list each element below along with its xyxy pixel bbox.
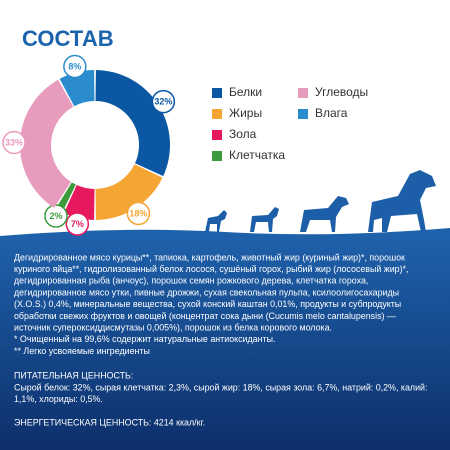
- ingredients-line: ** Легко усвояемые ингредиенты: [14, 346, 150, 356]
- legend-swatch: [212, 151, 222, 161]
- value-label: 33%: [5, 137, 23, 147]
- nutrition-title: ПИТАТЕЛЬНАЯ ЦЕННОСТЬ:: [14, 370, 133, 380]
- legend-label: Углеводы: [315, 85, 368, 99]
- ingredients-line: * Очищенный на 99,6% содержит натуральны…: [14, 334, 275, 344]
- value-label: 32%: [154, 96, 172, 106]
- ingredients-line: обработки свежих фруктов и овощей (конце…: [14, 311, 396, 321]
- donut-slice: [63, 185, 95, 220]
- donut-chart: 32% 18% 7% 2% 33% 8%: [2, 54, 176, 236]
- ingredients-line: Дегидрированное мясо курицы**, тапиока, …: [14, 252, 405, 262]
- info-panel: [0, 228, 450, 450]
- ingredients-line: источник супероксиддисмутазы 0,005%), по…: [14, 323, 332, 333]
- nutrition-line: 1,1%, хлориды: 0,5%.: [14, 394, 103, 404]
- legend-swatch: [212, 109, 222, 119]
- donut-slice: [95, 70, 170, 177]
- label-bubble: [65, 212, 90, 236]
- legend-swatch: [298, 88, 308, 98]
- value-label: 7%: [71, 219, 84, 229]
- legend-swatch: [212, 130, 222, 140]
- legend-label: Клетчатка: [229, 148, 285, 162]
- label-bubble: [2, 130, 26, 155]
- text-block: Дегидрированное мясо курицы**, тапиока, …: [14, 252, 427, 427]
- value-label: 8%: [68, 61, 81, 71]
- dog-silhouettes: [205, 170, 436, 232]
- legend-label: Влага: [315, 106, 348, 120]
- legend-swatch: [298, 109, 308, 119]
- ingredients-line: куриного яйца**, гидролизованный белок л…: [14, 264, 408, 274]
- legend-label: Жиры: [229, 106, 262, 120]
- donut-slice: [19, 79, 74, 208]
- ingredients-line: дегидрированное мясо утки, пивные дрожжи…: [14, 287, 399, 297]
- label-bubble: [126, 201, 151, 226]
- energy: ЭНЕРГЕТИЧЕСКАЯ ЦЕННОСТЬ: 4214 ккал/кг.: [14, 417, 205, 427]
- nutrition-line: Сырой белок: 32%, сырая клетчатка: 2,3%,…: [14, 382, 427, 392]
- ingredients-line: (X.O.S.) 0,4%, минеральные вещества, сух…: [14, 299, 401, 309]
- label-bubble: [151, 89, 176, 114]
- ingredients-line: дегидрированная рыба (анчоус), порошок с…: [14, 276, 368, 286]
- label-bubble: [44, 204, 68, 228]
- legend-label: Зола: [229, 127, 257, 141]
- donut-slice: [95, 164, 163, 220]
- legend-swatch: [212, 88, 222, 98]
- donut-slice: [59, 70, 95, 107]
- label-bubble: [63, 54, 87, 79]
- title: СОСТАВ: [22, 26, 114, 51]
- value-label: 2%: [49, 211, 62, 221]
- value-label: 18%: [129, 208, 147, 218]
- legend: Белки Жиры Зола Клетчатка Углеводы Влага: [212, 85, 368, 162]
- legend-label: Белки: [229, 85, 262, 99]
